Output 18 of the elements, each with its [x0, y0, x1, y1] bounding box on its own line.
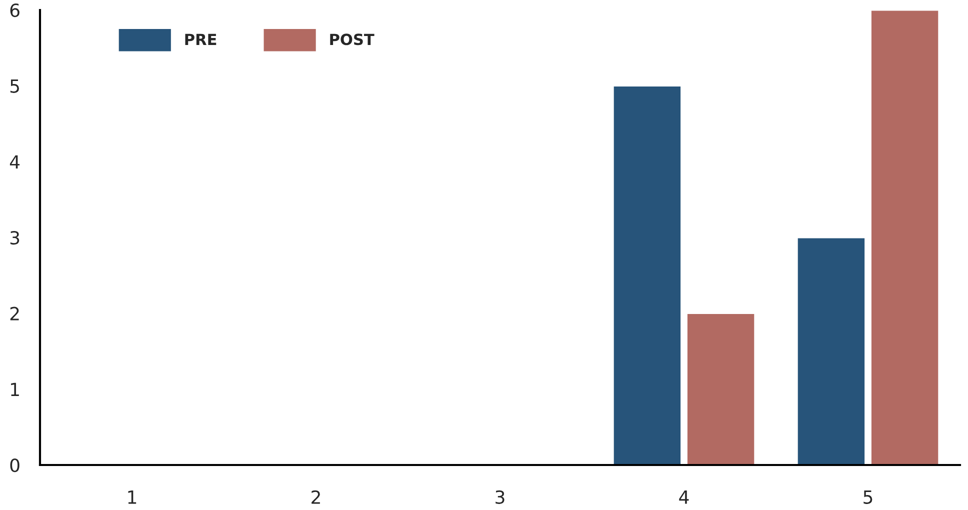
y-tick-label: 0: [10, 458, 20, 472]
y-tick-label: 2: [10, 306, 19, 320]
bar: [796, 236, 866, 465]
legend-label: PRE: [185, 34, 216, 45]
y-tick-label: 4: [10, 155, 20, 169]
x-tick-label: 4: [679, 490, 689, 504]
y-tick-label: 3: [10, 230, 20, 245]
x-tick-label: 1: [128, 490, 136, 504]
x-tick-label: 2: [312, 490, 320, 504]
y-tick-label: 5: [10, 80, 19, 93]
y-tick-label: 1: [11, 382, 19, 396]
legend-label: POST: [330, 34, 374, 46]
bar: [612, 85, 682, 465]
bar: [686, 312, 756, 465]
bar: [870, 10, 940, 465]
y-tick-label: 6: [10, 3, 20, 18]
x-tick-label: 5: [864, 490, 872, 504]
x-tick-label: 3: [496, 490, 504, 504]
